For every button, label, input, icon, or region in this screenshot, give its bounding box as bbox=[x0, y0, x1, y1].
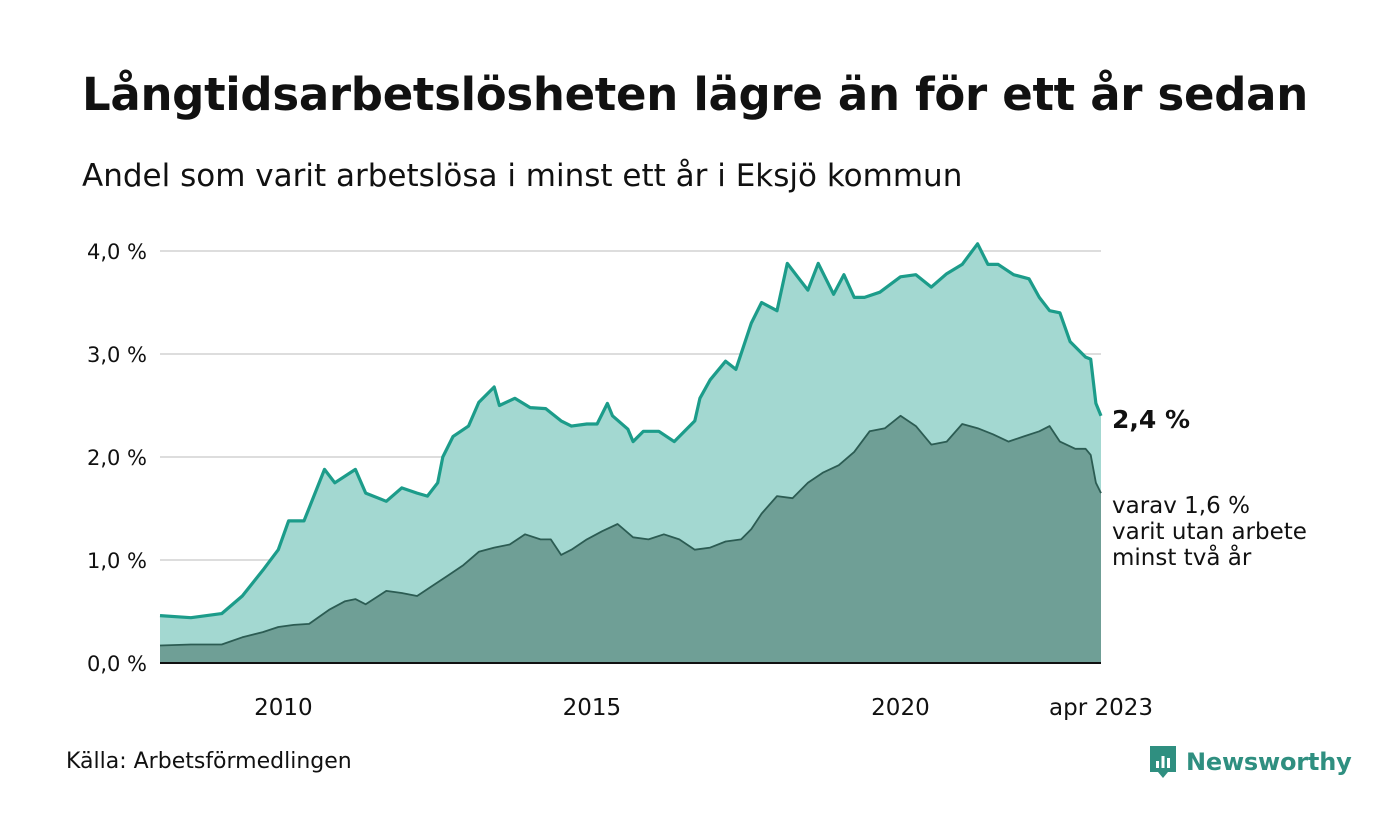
brand-logo: Newsworthy bbox=[1148, 742, 1352, 782]
plot-areas bbox=[159, 242, 1103, 664]
x-axis-ticks: 2010 2015 2020 apr 2023 bbox=[254, 695, 1153, 721]
newsworthy-logo-icon bbox=[1150, 746, 1176, 778]
brand-name: Newsworthy bbox=[1186, 748, 1352, 776]
y-tick-label: 0,0 % bbox=[87, 652, 147, 676]
x-tick-label: 2020 bbox=[871, 695, 930, 721]
y-tick-label: 2,0 % bbox=[87, 446, 147, 470]
total-series-line bbox=[159, 242, 1103, 620]
x-tick-label: apr 2023 bbox=[1049, 695, 1153, 721]
source-note: Källa: Arbetsförmedlingen bbox=[66, 749, 352, 774]
annotation-sub-line-1: varav 1,6 % bbox=[1112, 493, 1250, 519]
chart-subtitle: Andel som varit arbetslösa i minst ett å… bbox=[82, 158, 963, 194]
annotation-total-end: 2,4 % bbox=[1112, 405, 1190, 434]
sub-series-area bbox=[160, 415, 1101, 663]
chart-title: Långtidsarbetslösheten lägre än för ett … bbox=[82, 68, 1308, 121]
x-tick-label: 2010 bbox=[254, 695, 313, 721]
y-axis-ticks: 0,0 % 1,0 % 2,0 % 3,0 % 4,0 % bbox=[87, 240, 147, 676]
y-tick-label: 3,0 % bbox=[87, 343, 147, 367]
annotation-sub-line-3: minst två år bbox=[1112, 543, 1252, 571]
sub-series-line bbox=[159, 414, 1102, 647]
x-tick-label: 2015 bbox=[563, 695, 622, 721]
y-tick-label: 1,0 % bbox=[87, 549, 147, 573]
y-tick-label: 4,0 % bbox=[87, 240, 147, 264]
annotation-sub-line-2: varit utan arbete bbox=[1112, 519, 1307, 545]
